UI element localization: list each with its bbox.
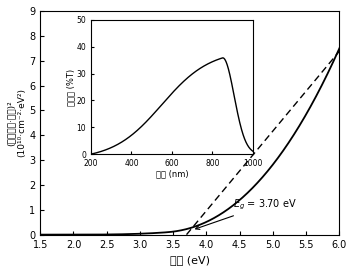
X-axis label: 能量 (eV): 能量 (eV) <box>170 255 210 265</box>
Y-axis label: (吸收系数·能量)²
(10¹⁰·cm⁻²·eV²): (吸收系数·能量)² (10¹⁰·cm⁻²·eV²) <box>7 88 26 157</box>
Text: $E_g$ = 3.70 eV: $E_g$ = 3.70 eV <box>196 198 297 229</box>
